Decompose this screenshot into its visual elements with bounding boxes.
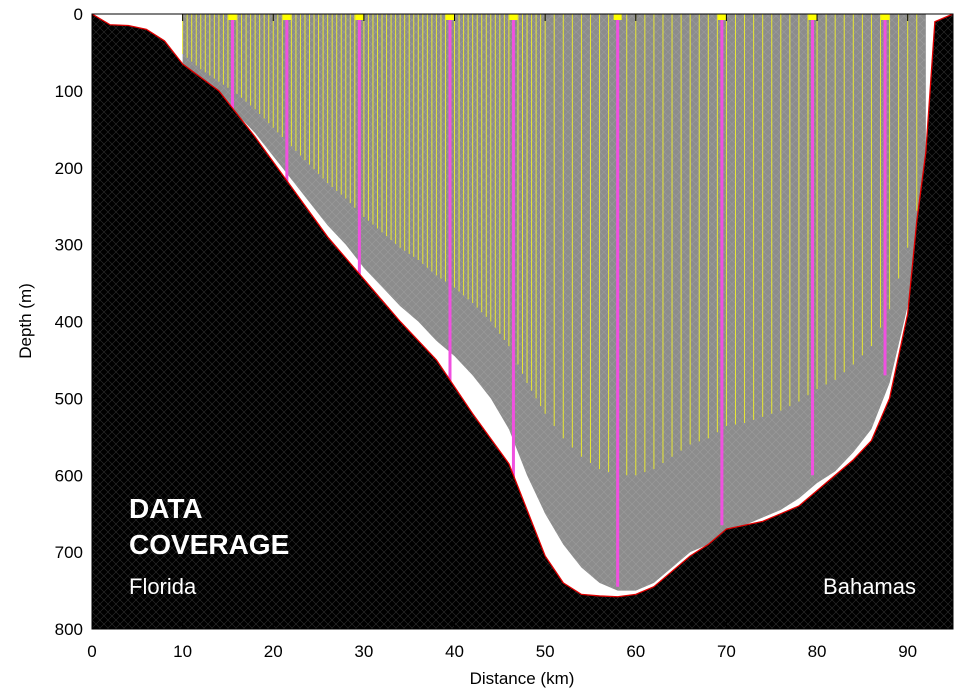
surface-mark: [445, 14, 454, 20]
y-axis: 0 100 200 300 400 500 600 700 800: [55, 5, 953, 639]
annotation-florida: Florida: [129, 574, 197, 599]
x-tick-label: 80: [808, 642, 827, 661]
x-tick-label: 90: [898, 642, 917, 661]
x-tick-label: 0: [87, 642, 96, 661]
profiles-layer: [182, 14, 918, 476]
x-axis: 0 10 20 30 40 50 60 70 80 90: [87, 14, 917, 661]
x-tick-label: 40: [445, 642, 464, 661]
x-tick-label: 70: [717, 642, 736, 661]
y-axis-label: Depth (m): [16, 283, 35, 359]
x-tick-label: 10: [173, 642, 192, 661]
x-tick-label: 60: [626, 642, 645, 661]
y-tick-label: 700: [55, 543, 83, 562]
x-tick-label: 50: [536, 642, 555, 661]
surface-mark: [355, 14, 364, 20]
surface-mark: [509, 14, 518, 20]
annotation-title-line1: DATA: [129, 493, 203, 524]
seafloor-texture: [92, 14, 953, 629]
surface-mark: [881, 14, 890, 20]
surface-marks-layer: [228, 14, 890, 20]
y-tick-label: 500: [55, 389, 83, 408]
y-tick-label: 600: [55, 466, 83, 485]
annotation-bahamas: Bahamas: [823, 574, 916, 599]
y-tick-label: 300: [55, 236, 83, 255]
x-tick-label: 30: [354, 642, 373, 661]
x-axis-label: Distance (km): [470, 669, 575, 688]
annotation-title-line2: COVERAGE: [129, 529, 289, 560]
seafloor-layer: [92, 14, 953, 629]
surface-mark: [228, 14, 237, 20]
y-tick-label: 100: [55, 82, 83, 101]
y-tick-label: 200: [55, 159, 83, 178]
plot-area: [92, 14, 953, 629]
bathymetry-line: [92, 14, 953, 598]
stations-layer: [230, 14, 887, 587]
surface-mark: [613, 14, 622, 20]
surface-mark: [717, 14, 726, 20]
y-tick-label: 800: [55, 620, 83, 639]
surface-mark: [282, 14, 291, 20]
surface-mark: [808, 14, 817, 20]
y-tick-label: 400: [55, 313, 83, 332]
x-tick-label: 20: [264, 642, 283, 661]
y-tick-label: 0: [74, 5, 83, 24]
